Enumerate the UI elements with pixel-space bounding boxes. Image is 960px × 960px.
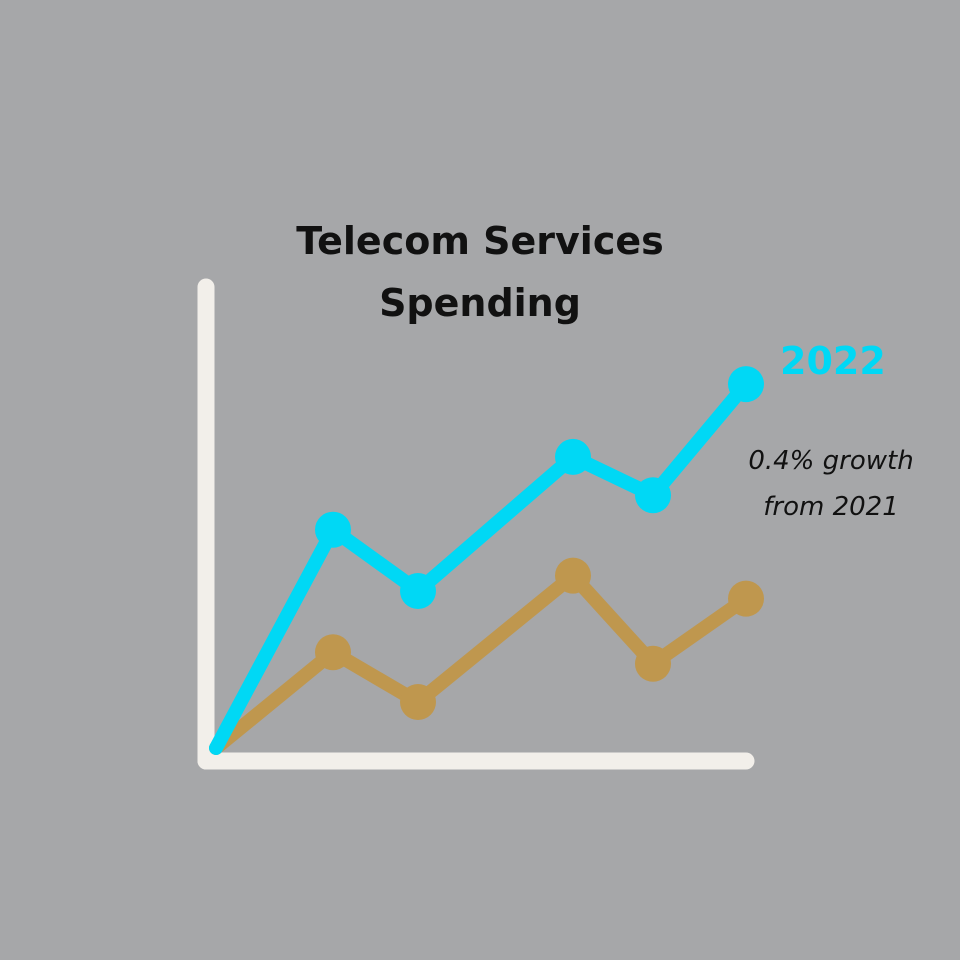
growth-annotation-line-2: from 2021: [763, 492, 899, 522]
growth-annotation: 0.4% growth from 2021: [726, 438, 936, 530]
chart-title-line-1: Telecom Services: [296, 219, 664, 263]
series-layer: [209, 366, 764, 755]
chart-title-line-2: Spending: [379, 281, 581, 325]
chart-axes: [197, 278, 755, 770]
series-label-2022: 2022: [780, 339, 886, 383]
growth-annotation-line-1: 0.4% growth: [748, 446, 914, 476]
series-line-2022: [209, 377, 753, 755]
data-point-2022-3: [555, 438, 591, 475]
data-point-2021-1: [315, 634, 351, 671]
data-point-2022-5: [728, 366, 764, 403]
data-point-2021-4: [635, 645, 671, 682]
data-point-2021-5: [728, 580, 764, 617]
data-point-2022-1: [315, 511, 351, 548]
data-point-2022-2: [400, 572, 436, 609]
chart-title: Telecom Services Spending: [230, 210, 730, 334]
data-point-2021-3: [555, 557, 591, 594]
series-2022: [209, 366, 764, 755]
series-2021: [209, 557, 764, 755]
series-line-2021: [209, 568, 753, 755]
data-point-2021-2: [400, 684, 436, 721]
data-point-2022-4: [635, 477, 671, 514]
